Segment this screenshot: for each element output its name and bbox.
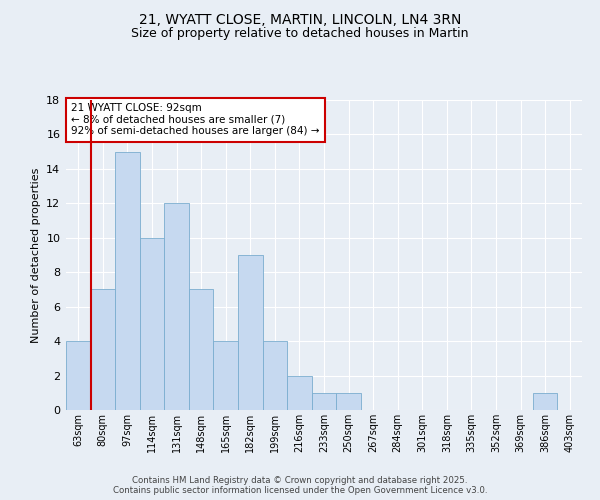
Text: Size of property relative to detached houses in Martin: Size of property relative to detached ho… <box>131 28 469 40</box>
Bar <box>140 238 164 410</box>
Text: 21, WYATT CLOSE, MARTIN, LINCOLN, LN4 3RN: 21, WYATT CLOSE, MARTIN, LINCOLN, LN4 3R… <box>139 12 461 26</box>
Bar <box>533 393 557 410</box>
Y-axis label: Number of detached properties: Number of detached properties <box>31 168 41 342</box>
Bar <box>115 152 140 410</box>
Bar <box>66 341 91 410</box>
Bar <box>336 393 361 410</box>
Bar <box>214 341 238 410</box>
Bar <box>312 393 336 410</box>
Bar <box>189 290 214 410</box>
Bar <box>238 255 263 410</box>
Text: Contains HM Land Registry data © Crown copyright and database right 2025.
Contai: Contains HM Land Registry data © Crown c… <box>113 476 487 495</box>
Text: 21 WYATT CLOSE: 92sqm
← 8% of detached houses are smaller (7)
92% of semi-detach: 21 WYATT CLOSE: 92sqm ← 8% of detached h… <box>71 103 320 136</box>
Bar <box>287 376 312 410</box>
Bar <box>263 341 287 410</box>
Bar <box>164 204 189 410</box>
Bar <box>91 290 115 410</box>
